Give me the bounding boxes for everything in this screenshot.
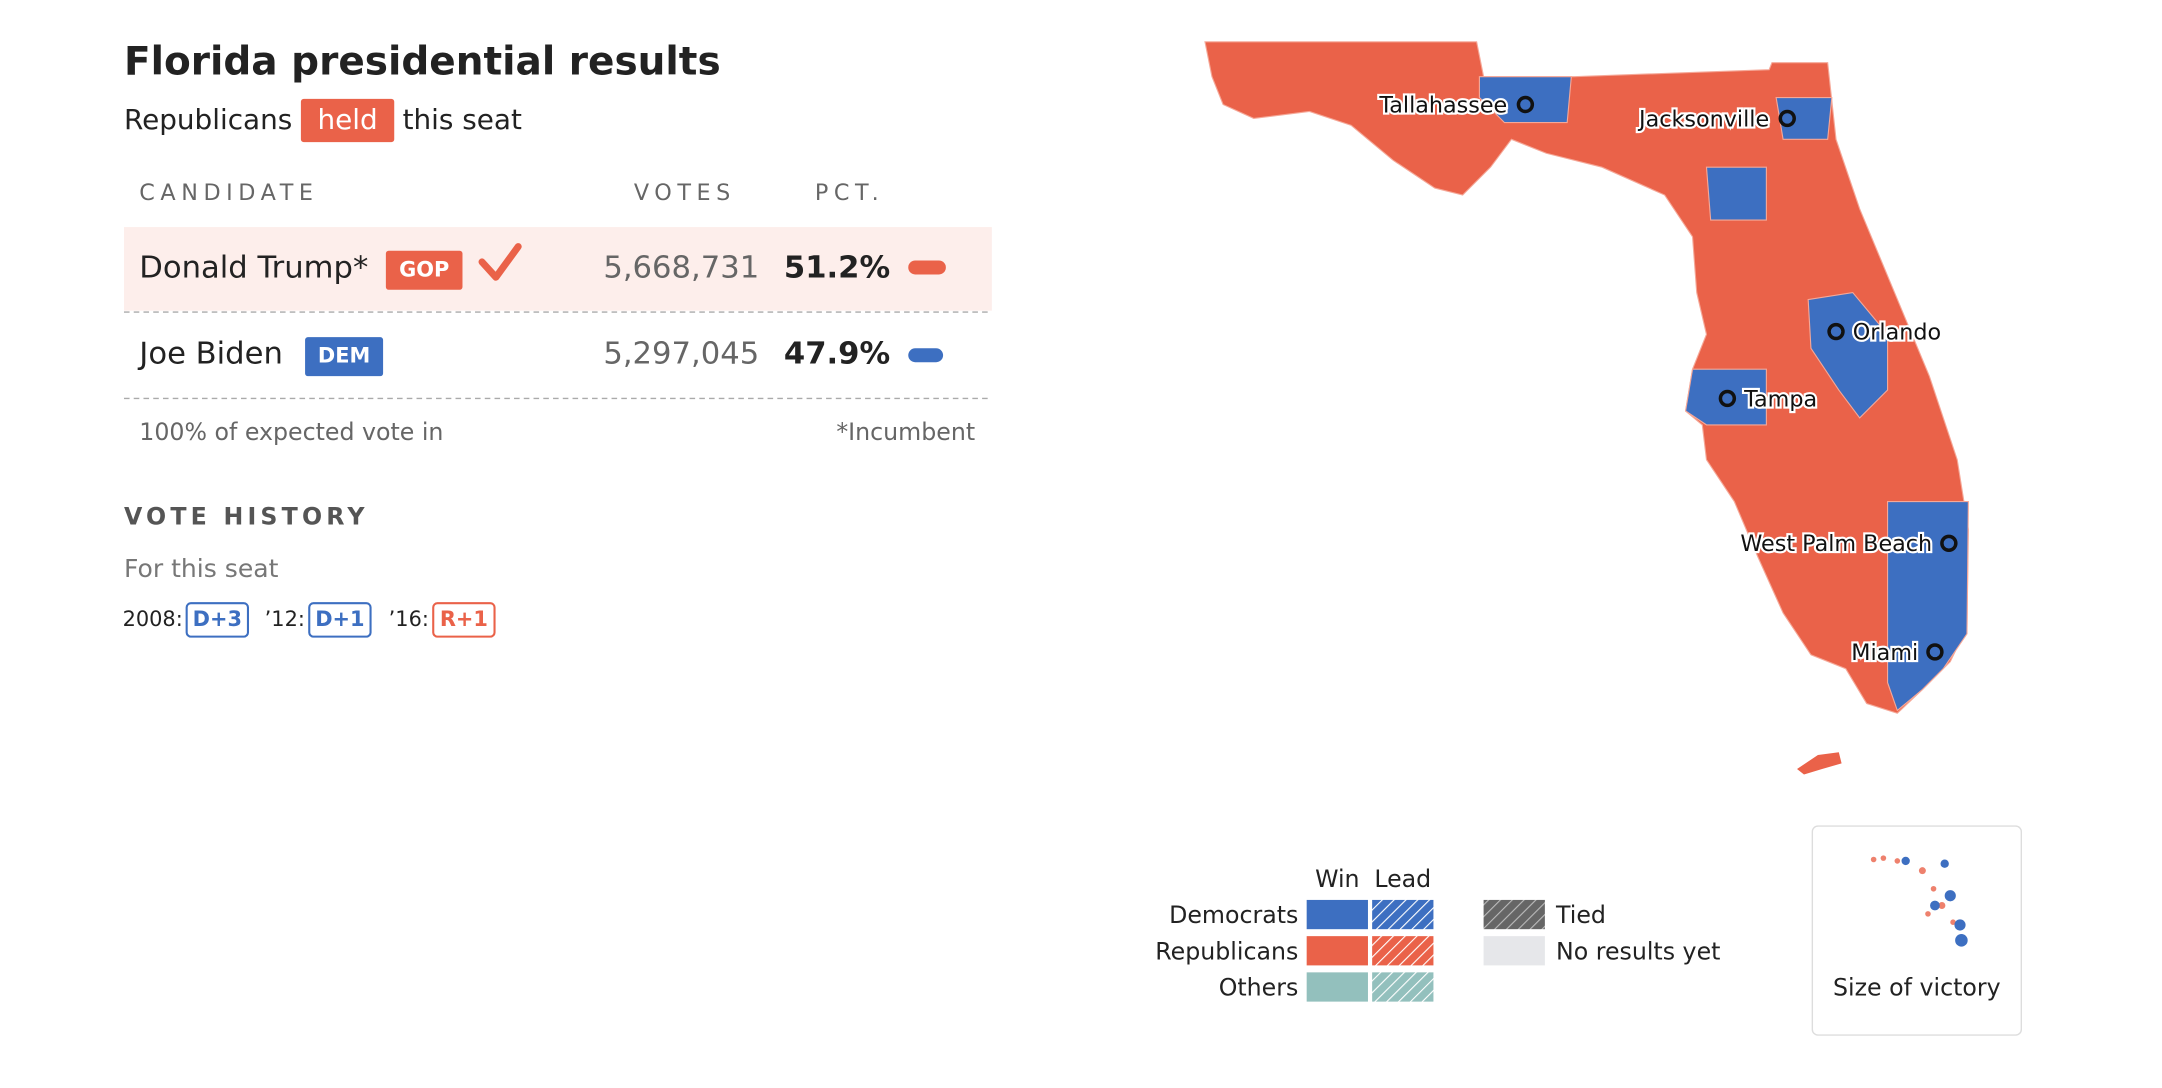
city-dot [1827,322,1845,341]
thumb-dot [1880,855,1887,861]
county-dem [1478,76,1572,124]
pct-bar [908,348,944,363]
pct-bar [908,260,946,275]
thumb-dot [1940,859,1949,868]
county-dem [1887,500,1969,712]
city-label: Orlando [1853,319,1941,345]
city-dot [1516,95,1535,114]
pct: 47.9% [784,337,890,372]
history-year: 2008: [123,607,183,631]
party: GOP [399,257,449,281]
county-dem [1775,96,1833,140]
legend-row: Others [1219,974,1299,1002]
legend-column: Win [1315,865,1359,893]
history-title: VOTE HISTORY [124,503,369,531]
thumb-dot [1901,856,1910,866]
city-label: Tampa [1743,386,1817,412]
history-box [185,602,250,638]
swatch [1483,936,1545,966]
footer-note: *Incumbent [836,418,975,446]
history-box [308,602,372,638]
thumb-dot [1894,858,1901,864]
swatch [1372,972,1434,1002]
badge: held [317,103,377,136]
city-label: Jacksonville [1637,106,1769,132]
history-box [432,602,496,638]
county-dem [1705,166,1767,221]
subtitle: this seat [403,103,522,136]
votes: 5,668,731 [603,250,759,285]
legend-row: Democrats [1169,901,1298,929]
candidate-name: Joe Biden [137,337,283,372]
toggle-label[interactable]: Size of victory [1833,974,2001,1002]
title: Florida presidential results [124,40,721,85]
thumb-dot [1944,890,1956,902]
city-label: Tallahassee [1378,92,1507,118]
column-header: PCT. [815,180,884,206]
city-label: West Palm Beach [1740,531,1932,557]
swatch [1372,936,1434,966]
column-header: VOTES [634,180,736,206]
city-dot [1778,109,1796,128]
history-margin: D+3 [193,607,242,631]
county-dem [1684,368,1767,426]
swatch [1483,899,1545,930]
city-dot [1940,534,1958,553]
legend-extra: No results yet [1556,937,1720,965]
thumb-dot [1870,856,1877,863]
swatch [1306,899,1368,930]
thumb-dot [1950,919,1956,925]
footer-note: 100% of expected vote in [139,418,443,446]
thumb-dot [1930,900,1940,911]
legend-column: Lead [1374,865,1431,893]
column-header: CANDIDATE [139,180,318,206]
subtitle: Republicans [124,103,292,136]
history-year: ’12: [265,607,305,631]
keys [1797,752,1842,775]
candidate-name: Donald Trump* [139,250,368,285]
thumb-dot [1954,919,1966,931]
party-badge [385,250,463,290]
badge-bg [300,98,395,143]
toggle-box[interactable] [1811,825,2022,1036]
thumb-dot [1925,911,1931,917]
legend-extra: Tied [1555,901,1606,929]
history-margin: R+1 [440,607,488,631]
thumb-dot [1938,902,1946,909]
pct: 51.2% [784,250,890,285]
city-dot [1926,643,1944,661]
history-subtitle: For this seat [124,554,279,583]
votes: 5,297,045 [603,337,759,372]
thumb-dot [1930,885,1937,892]
legend-row: Republicans [1155,937,1298,965]
state-shape [1204,41,1969,714]
thumb-dot [1955,934,1968,947]
party-badge [305,337,384,377]
size-toggle[interactable]: Size of victory [1811,825,2022,1036]
history-margin: D+1 [315,607,364,631]
swatch [1306,972,1368,1002]
swatch [1372,899,1434,930]
history-year: ’16: [389,607,429,631]
city-dot [1718,389,1737,408]
county-dem [1807,291,1889,419]
thumb-dot [1918,867,1926,875]
city-label: Miami [1851,640,1918,666]
winner-row [123,227,992,311]
swatch [1306,936,1368,966]
winner-check [478,243,522,281]
party: DEM [318,344,370,368]
legend: Win Lead Democrats Republicans Others Ti… [1155,865,1720,1002]
florida-map: Tallahassee Jacksonville Orlando Tampa W… [1204,41,1969,775]
